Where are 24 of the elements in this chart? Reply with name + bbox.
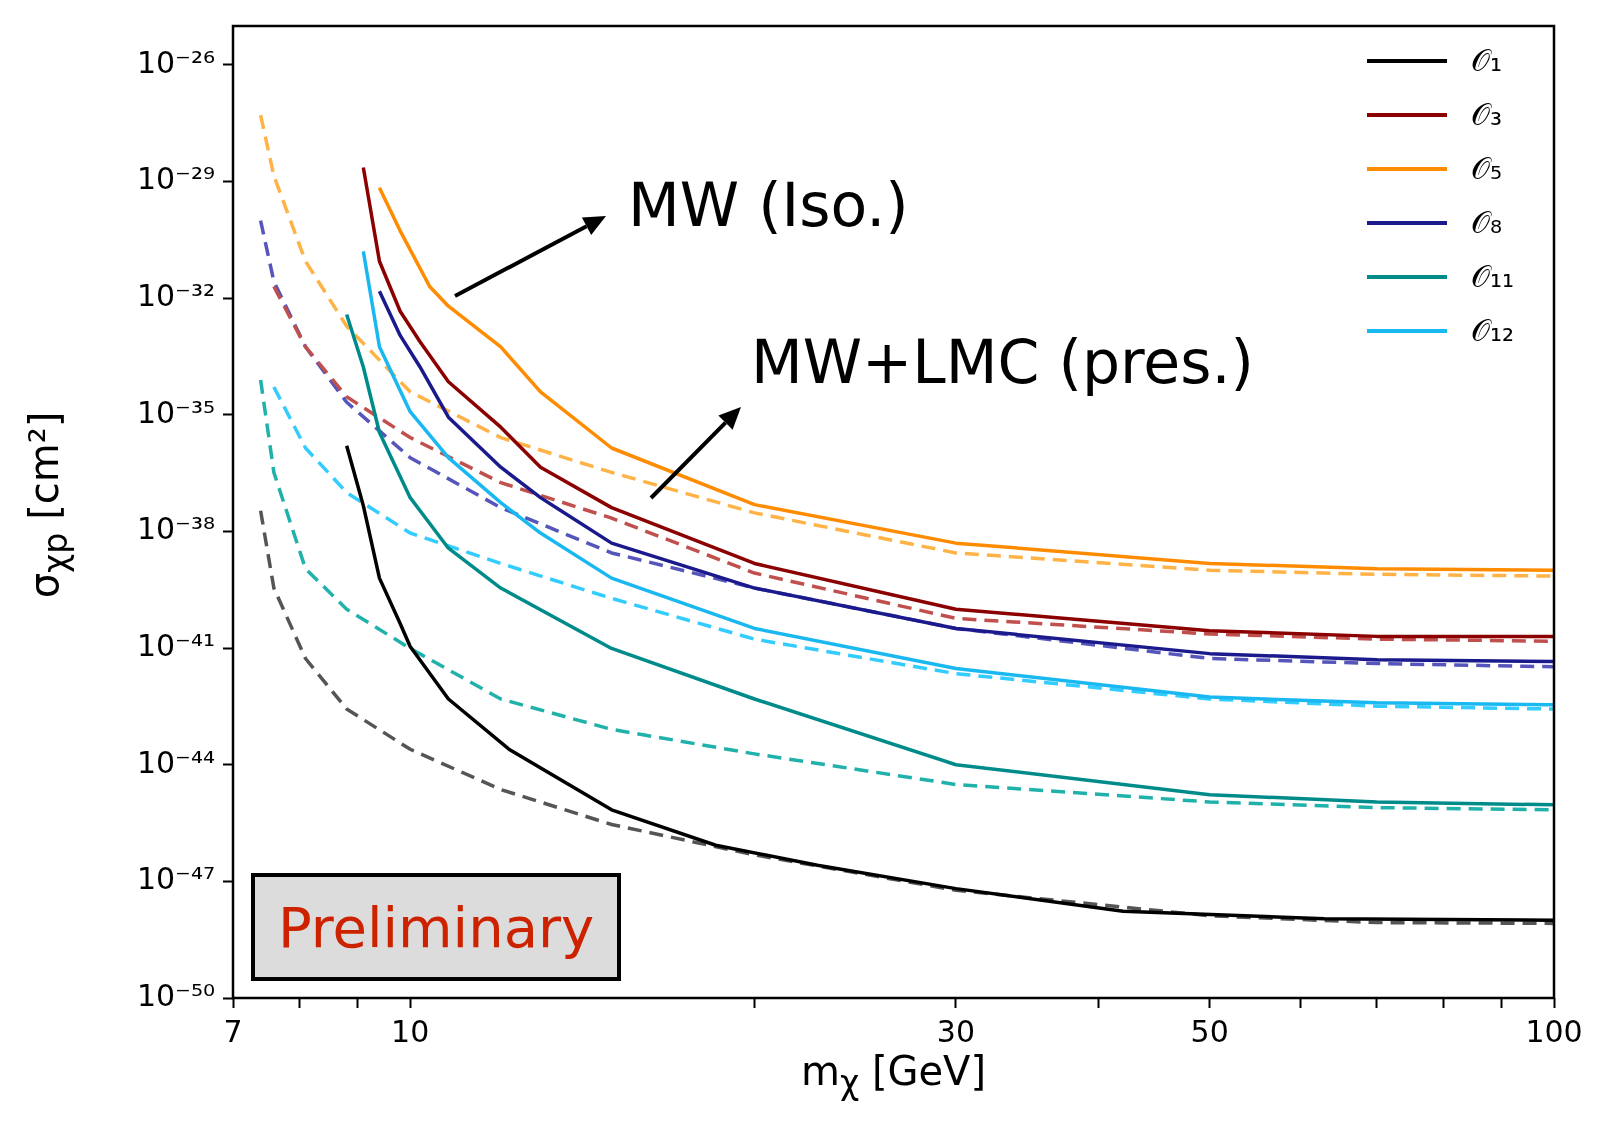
legend-label: 𝒪₃: [1470, 97, 1502, 133]
x-tick-label: 30: [936, 1013, 976, 1049]
x-tick-label: 50: [1190, 1013, 1229, 1049]
y-tick-label: 10⁻³⁸: [136, 511, 215, 547]
y-tick-label: 10⁻²⁶: [136, 44, 215, 80]
legend-label: 𝒪₅: [1470, 151, 1502, 187]
legend-label: 𝒪₈: [1470, 205, 1502, 241]
x-axis-title: m$_{χ}$ [GeV]: [800, 1048, 987, 1102]
y-tick-label: 10⁻⁴⁴: [136, 744, 215, 780]
x-tick-label: 7: [223, 1013, 243, 1049]
y-tick-label: 10⁻³⁵: [136, 394, 215, 430]
legend-label: 𝒪₁₁: [1470, 259, 1514, 295]
y-tick-label: 10⁻⁴⁷: [136, 861, 215, 897]
y-tick-label: 10⁻²⁹: [136, 161, 215, 197]
x-tick-label: 10: [391, 1013, 430, 1049]
annotation: MW+LMC (pres.): [751, 327, 1255, 397]
annotation: Preliminary: [251, 873, 621, 981]
y-tick-label: 10⁻³²: [136, 277, 215, 313]
legend-label: 𝒪₁: [1470, 43, 1502, 79]
x-tick-label: 100: [1525, 1013, 1583, 1049]
annotation: MW (Iso.): [628, 170, 909, 240]
y-tick-label: 10⁻⁵⁰: [136, 977, 215, 1013]
y-tick-label: 10⁻⁴¹: [136, 627, 215, 663]
legend-label: 𝒪₁₂: [1470, 313, 1514, 349]
